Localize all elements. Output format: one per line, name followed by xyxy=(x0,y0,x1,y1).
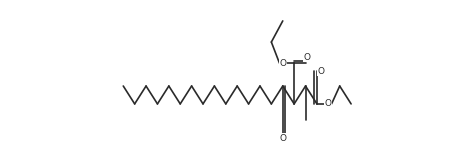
Text: O: O xyxy=(317,67,324,76)
Text: O: O xyxy=(279,134,286,143)
Text: O: O xyxy=(304,53,311,62)
Text: O: O xyxy=(325,99,332,108)
Text: O: O xyxy=(279,59,286,68)
